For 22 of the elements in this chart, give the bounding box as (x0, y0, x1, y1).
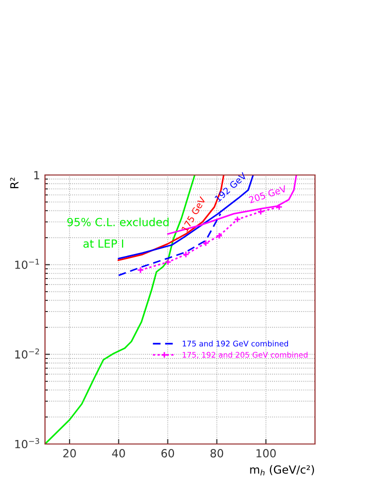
annotation: at LEP I (83, 240, 124, 248)
point (234, 216, 241, 223)
point (216, 232, 223, 240)
point (164, 258, 172, 266)
point (137, 266, 144, 274)
x-tick-label: 80 (210, 449, 224, 458)
x-axis-title: m$_{h}$ (GeV/c²) (250, 465, 314, 476)
y-axis-title: R² (10, 178, 18, 188)
x-tick-label: 60 (161, 449, 174, 458)
x-tick-label: 40 (112, 449, 125, 458)
y-tick-label: 1 (34, 171, 40, 180)
annotation: 95% C.L. excluded (67, 218, 169, 226)
point (276, 204, 283, 210)
y-tick-label: 10$^{−3}$ (15, 438, 40, 448)
y-tick-label: 10$^{−1}$ (15, 258, 40, 269)
x-tick-label: 20 (63, 449, 76, 458)
x-tick-label: 100 (256, 449, 276, 458)
point (257, 208, 264, 216)
y-tick-label: 10$^{−2}$ (15, 348, 39, 359)
annotation: 205 GeV (248, 185, 287, 204)
point (202, 240, 210, 247)
point (182, 250, 190, 258)
